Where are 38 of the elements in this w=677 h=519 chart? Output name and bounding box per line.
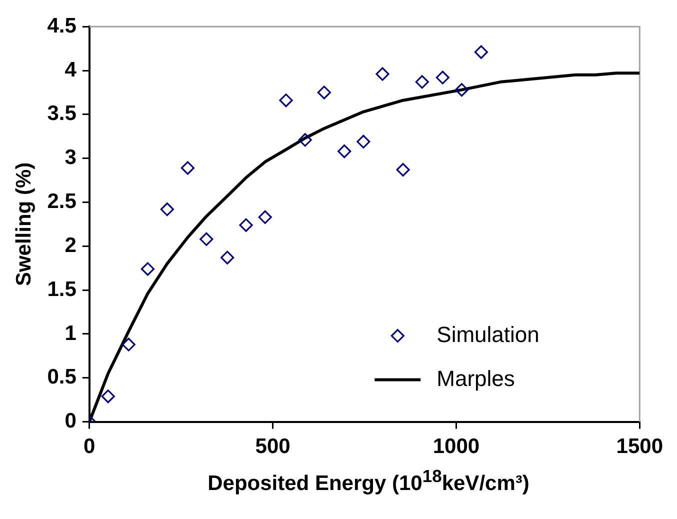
x-tick-label: 0 [84,435,96,458]
point [415,75,429,89]
x-tick-label: 500 [255,435,290,458]
point [140,262,155,276]
point [396,162,410,177]
point [338,144,352,158]
point [454,83,469,97]
y-tick-label: 4 [64,58,77,82]
point [220,250,234,264]
y-tick-label: 3.5 [47,102,77,126]
y-tick-label: 0 [64,410,76,433]
legend-label: Simulation [436,322,540,347]
y-axis-title: Swelling (%) [12,162,36,286]
point [436,70,450,84]
x-tick-label: 1000 [432,435,480,458]
point [258,210,272,224]
y-tick-label: 1 [64,322,77,345]
point [279,94,293,108]
y-tick-label: 2 [64,234,76,257]
point [298,133,312,147]
point [160,202,174,216]
point [317,86,331,100]
y-tick-label: 2.5 [47,190,77,214]
x-tick-label: 1500 [616,435,663,458]
y-tick-label: 0.5 [47,366,77,389]
point [122,338,136,352]
point [180,161,195,175]
x-axis-title: Deposited Energy (10$^{18}$keV/cm³) [206,466,530,496]
y-tick-label: 1.5 [47,278,77,301]
point [101,390,115,404]
point [474,45,488,59]
y-tick-label: 4.5 [47,14,77,38]
point [356,134,370,148]
y-tick-label: 3 [64,146,76,170]
point [376,67,390,81]
point [239,218,253,232]
legend-label: Marples [436,366,515,391]
point [200,232,214,246]
